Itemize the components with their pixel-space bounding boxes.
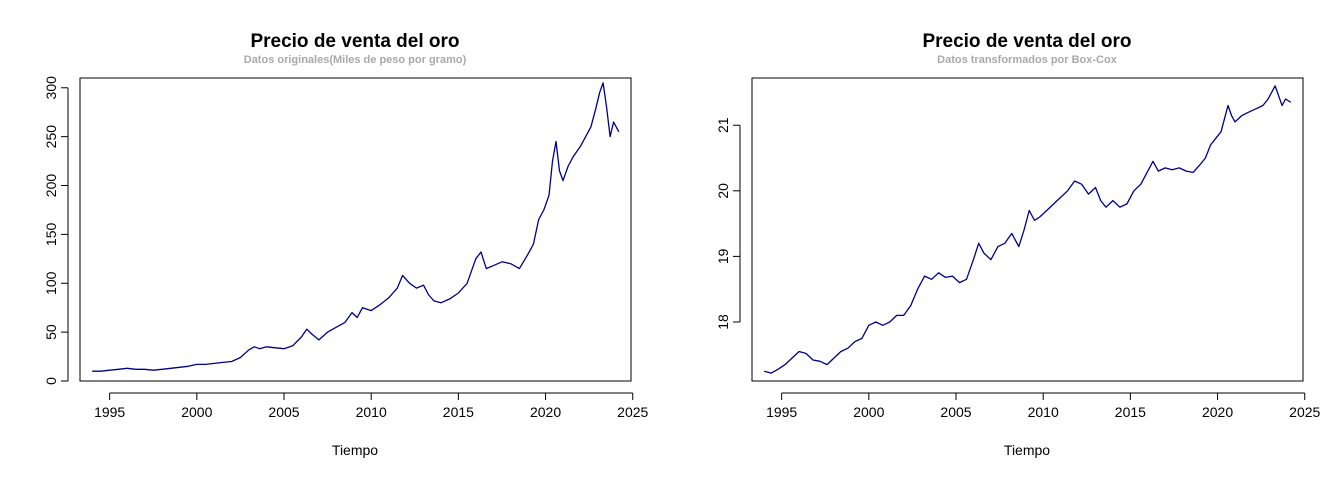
chart-original: Precio de venta del oro Datos originales… bbox=[43, 31, 649, 458]
y-tick-label: 300 bbox=[43, 76, 59, 100]
chart-title: Precio de venta del oro bbox=[250, 31, 459, 52]
y-tick-label: 100 bbox=[43, 271, 59, 295]
x-tick-label: 2015 bbox=[443, 404, 474, 420]
plot-frame bbox=[751, 77, 1304, 382]
x-tick-label: 2010 bbox=[1028, 404, 1059, 420]
chart-title: Precio de venta del oro bbox=[922, 31, 1131, 52]
chart-boxcox: Precio de venta del oro Datos transforma… bbox=[715, 31, 1321, 458]
plot-frame bbox=[79, 77, 632, 382]
y-tick-label: 200 bbox=[43, 174, 59, 198]
x-tick-label: 2010 bbox=[356, 404, 387, 420]
y-tick-label: 18 bbox=[715, 314, 731, 330]
x-tick-label: 2025 bbox=[617, 404, 648, 420]
y-tick-label: 19 bbox=[715, 248, 731, 264]
y-tick-label: 50 bbox=[43, 324, 59, 340]
x-tick-label: 1995 bbox=[94, 404, 125, 420]
x-tick-label: 2015 bbox=[1115, 404, 1146, 420]
x-tick-label: 1995 bbox=[766, 404, 797, 420]
x-tick-label: 2005 bbox=[940, 404, 971, 420]
x-tick-label: 2000 bbox=[181, 404, 212, 420]
chart-subtitle: Datos originales(Miles de peso por gramo… bbox=[244, 54, 467, 66]
chart-panel-right: Precio de venta del oro Datos transforma… bbox=[672, 0, 1344, 480]
x-axis-label: Tiempo bbox=[1004, 442, 1050, 458]
y-tick-label: 20 bbox=[715, 183, 731, 199]
x-tick-label: 2020 bbox=[1202, 404, 1233, 420]
chart-subtitle: Datos transformados por Box-Cox bbox=[937, 54, 1118, 66]
x-axis-label: Tiempo bbox=[332, 442, 378, 458]
y-tick-label: 150 bbox=[43, 222, 59, 246]
x-tick-label: 2005 bbox=[268, 404, 299, 420]
y-tick-label: 21 bbox=[715, 117, 731, 133]
x-tick-label: 2020 bbox=[530, 404, 561, 420]
x-tick-label: 2000 bbox=[853, 404, 884, 420]
series-line bbox=[764, 85, 1292, 374]
y-tick-label: 250 bbox=[43, 125, 59, 149]
x-tick-label: 2025 bbox=[1289, 404, 1320, 420]
chart-panel-left: Precio de venta del oro Datos originales… bbox=[43, 31, 649, 458]
y-tick-label: 0 bbox=[43, 377, 59, 385]
series-line bbox=[92, 82, 620, 372]
